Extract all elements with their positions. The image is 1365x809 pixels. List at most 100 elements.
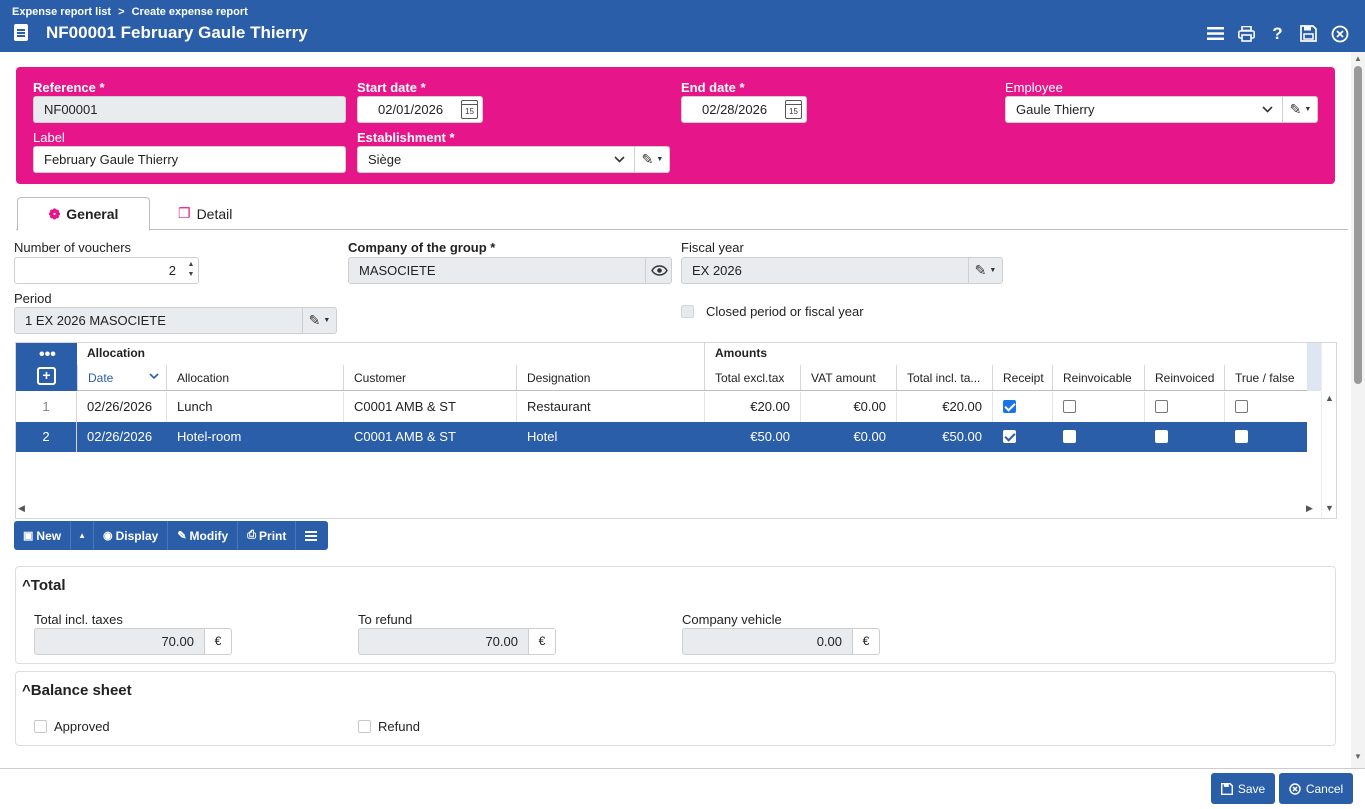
reinvoicable-checkbox[interactable] bbox=[1063, 430, 1076, 443]
display-button[interactable]: ◉ Display bbox=[94, 521, 169, 550]
column-header-true-false[interactable]: True / false bbox=[1224, 365, 1307, 391]
more-options-icon[interactable]: ••• bbox=[39, 346, 56, 363]
column-header-receipt[interactable]: Receipt bbox=[992, 365, 1052, 391]
save-button[interactable]: Save bbox=[1211, 773, 1275, 804]
establishment-value: Siège bbox=[368, 152, 402, 167]
label-field[interactable]: February Gaule Thierry bbox=[33, 146, 346, 173]
chevron-down-icon[interactable] bbox=[606, 147, 632, 172]
breadcrumb-link-expense-report-list[interactable]: Expense report list bbox=[12, 6, 112, 18]
receipt-checkbox[interactable] bbox=[1003, 400, 1016, 413]
calendar-icon[interactable]: 15 bbox=[785, 100, 802, 119]
to-refund-field[interactable]: 70.00 € bbox=[358, 628, 556, 655]
sort-chevron-icon[interactable] bbox=[149, 365, 159, 391]
cell-customer: C0001 AMB & ST bbox=[343, 392, 516, 422]
new-dropdown-button[interactable]: ▲ bbox=[71, 521, 95, 550]
calendar-icon[interactable]: 15 bbox=[461, 100, 478, 119]
new-document-icon: ▣ bbox=[23, 530, 34, 542]
tab-general[interactable]: ❁ General bbox=[17, 197, 150, 231]
end-date-value: 02/28/2026 bbox=[702, 102, 768, 117]
total-section-toggle[interactable]: ^Total bbox=[22, 577, 65, 594]
scroll-down-arrow-icon[interactable]: ▼ bbox=[1325, 503, 1334, 513]
stepper-down-icon[interactable]: ▼ bbox=[187, 271, 195, 278]
print-icon[interactable] bbox=[1237, 24, 1256, 43]
end-date-field[interactable]: 02/28/2026 15 bbox=[681, 96, 807, 123]
column-header-customer[interactable]: Customer bbox=[343, 365, 516, 391]
table-row-selected[interactable]: 2 02/26/2026 Hotel-room C0001 AMB & ST H… bbox=[16, 422, 1307, 452]
cell-reinvoicable bbox=[1052, 422, 1144, 452]
fiscal-year-edit-button[interactable]: ✎ ▼ bbox=[968, 258, 1002, 283]
menu-icon[interactable] bbox=[1206, 24, 1225, 43]
grid-menu-button[interactable] bbox=[296, 521, 326, 550]
eye-icon: ◉ bbox=[103, 530, 113, 542]
chevron-down-icon[interactable] bbox=[1254, 97, 1280, 122]
employee-edit-button[interactable]: ✎ ▼ bbox=[1282, 97, 1317, 122]
start-date-field[interactable]: 02/01/2026 15 bbox=[357, 96, 483, 123]
expense-report-header-form: Reference * NF00001 Label February Gaule… bbox=[16, 67, 1335, 184]
help-icon[interactable]: ? bbox=[1272, 23, 1283, 43]
tab-detail[interactable]: ❐ Detail bbox=[178, 197, 232, 230]
period-edit-button[interactable]: ✎ ▼ bbox=[302, 308, 336, 333]
company-field[interactable]: MASOCIETE bbox=[348, 257, 672, 284]
column-header-designation[interactable]: Designation bbox=[516, 365, 704, 391]
scroll-up-arrow-icon[interactable]: ▲ bbox=[1325, 393, 1334, 403]
currency-label: € bbox=[528, 629, 555, 654]
employee-select[interactable]: Gaule Thierry ✎ ▼ bbox=[1005, 96, 1318, 123]
cell-receipt bbox=[992, 422, 1052, 452]
add-row-icon[interactable]: + bbox=[37, 367, 56, 385]
true-false-checkbox[interactable] bbox=[1235, 430, 1248, 443]
scroll-right-arrow-icon[interactable]: ▶ bbox=[1306, 503, 1313, 513]
table-row[interactable]: 1 02/26/2026 Lunch C0001 AMB & ST Restau… bbox=[16, 392, 1307, 422]
reinvoicable-checkbox[interactable] bbox=[1063, 400, 1076, 413]
receipt-checkbox[interactable] bbox=[1003, 430, 1016, 443]
column-header-total-incl-tax[interactable]: Total incl. ta... bbox=[896, 365, 992, 391]
close-icon[interactable] bbox=[1330, 24, 1349, 43]
new-button[interactable]: ▣ New bbox=[14, 521, 72, 550]
establishment-select[interactable]: Siège ✎ ▼ bbox=[357, 146, 670, 173]
reinvoiced-checkbox[interactable] bbox=[1155, 430, 1168, 443]
establishment-edit-button[interactable]: ✎ ▼ bbox=[634, 147, 669, 172]
company-vehicle-field[interactable]: 0.00 € bbox=[682, 628, 880, 655]
balance-section-toggle[interactable]: ^Balance sheet bbox=[22, 682, 132, 699]
reinvoiced-checkbox[interactable] bbox=[1155, 400, 1168, 413]
cell-total-incl-tax: €50.00 bbox=[896, 422, 992, 452]
to-refund-value: 70.00 bbox=[485, 634, 518, 649]
form-footer: Save Cancel bbox=[0, 768, 1365, 809]
cell-designation: Restaurant bbox=[516, 392, 704, 422]
total-incl-taxes-field[interactable]: 70.00 € bbox=[34, 628, 232, 655]
fiscal-year-field[interactable]: EX 2026 ✎ ▼ bbox=[681, 257, 1003, 284]
approved-checkbox[interactable] bbox=[34, 720, 47, 733]
number-stepper[interactable]: ▲ ▼ bbox=[186, 260, 196, 280]
eye-icon[interactable] bbox=[645, 258, 671, 283]
refund-checkbox[interactable] bbox=[358, 720, 371, 733]
print-button[interactable]: ⎙ Print bbox=[238, 521, 297, 550]
pencil-icon: ✎ bbox=[1289, 101, 1302, 117]
modify-button[interactable]: ✎ Modify bbox=[168, 521, 239, 550]
period-field[interactable]: 1 EX 2026 MASOCIETE ✎ ▼ bbox=[14, 307, 337, 334]
scroll-down-arrow-icon[interactable]: ▼ bbox=[1354, 752, 1362, 761]
cell-date: 02/26/2026 bbox=[87, 429, 153, 444]
scroll-left-arrow-icon[interactable]: ◀ bbox=[18, 503, 25, 513]
grid-corner: ••• + bbox=[16, 343, 77, 391]
column-header-total-excl-tax[interactable]: Total excl.tax bbox=[704, 365, 800, 391]
stepper-up-icon[interactable]: ▲ bbox=[187, 261, 195, 268]
cancel-button[interactable]: Cancel bbox=[1279, 773, 1353, 804]
grid-vertical-scrollbar[interactable]: ▲ ▼ bbox=[1321, 343, 1336, 518]
scrollbar-thumb[interactable] bbox=[1354, 66, 1362, 384]
caret-down-icon: ▼ bbox=[989, 267, 997, 274]
column-header-reinvoicable[interactable]: Reinvoicable bbox=[1052, 365, 1144, 391]
column-header-vat-amount[interactable]: VAT amount bbox=[800, 365, 896, 391]
column-header-date[interactable]: Date bbox=[77, 365, 166, 391]
total-incl-taxes-label: Total incl. taxes bbox=[34, 612, 123, 627]
caret-down-icon: ▼ bbox=[1304, 106, 1312, 113]
closed-period-checkbox[interactable] bbox=[681, 305, 694, 318]
reference-field[interactable]: NF00001 bbox=[33, 96, 346, 123]
column-header-reinvoiced[interactable]: Reinvoiced bbox=[1144, 365, 1224, 391]
true-false-checkbox[interactable] bbox=[1235, 400, 1248, 413]
display-button-label: Display bbox=[115, 528, 159, 543]
page-title: NF00001 February Gaule Thierry bbox=[46, 23, 308, 42]
save-icon[interactable] bbox=[1299, 24, 1318, 43]
vouchers-field[interactable]: 2 ▲ ▼ bbox=[14, 257, 199, 284]
scroll-up-arrow-icon[interactable]: ▲ bbox=[1354, 54, 1362, 63]
page-scrollbar[interactable]: ▲ ▼ bbox=[1351, 52, 1365, 768]
column-header-allocation[interactable]: Allocation bbox=[166, 365, 343, 391]
